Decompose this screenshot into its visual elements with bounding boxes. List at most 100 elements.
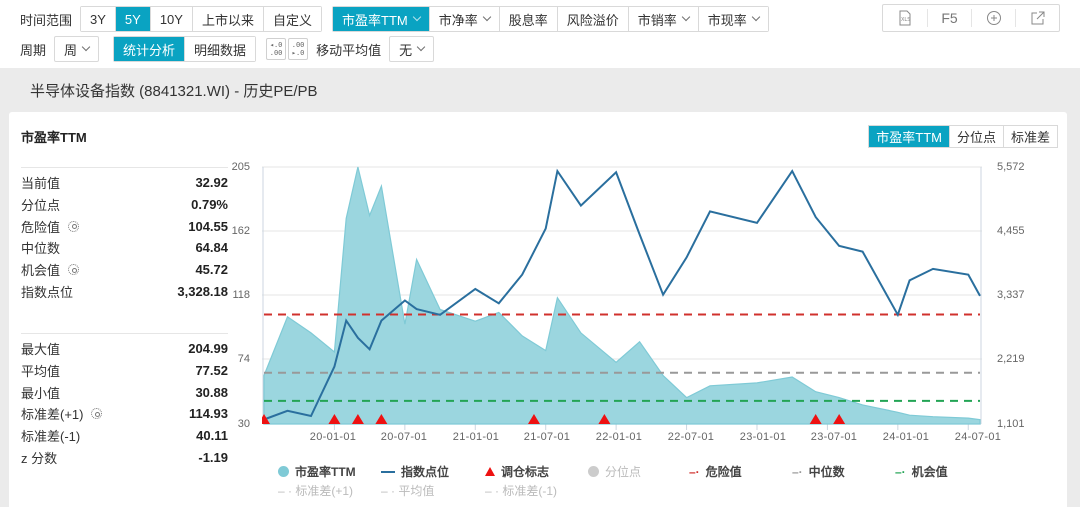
refresh-f5-button[interactable]: F5	[927, 9, 971, 27]
legend-pe-ttm[interactable]: 市盈率TTM	[278, 463, 356, 480]
gear-icon[interactable]	[91, 408, 103, 420]
current-stats: 当前值 32.92 分位点 0.79% 危险值 104.55 中位数 64.84 机会值…	[21, 167, 228, 302]
metric-risk-premium-button[interactable]: 风险溢价	[556, 7, 628, 31]
view-stats-button[interactable]: 统计分析	[114, 37, 185, 61]
legend-rebalance[interactable]: 调仓标志	[485, 463, 549, 480]
open-external-button[interactable]	[1015, 9, 1059, 27]
rebalance-marker-icon	[262, 414, 270, 424]
stat-label-wrap: 标准差(+1)	[21, 404, 103, 423]
stat-median: 中位数 64.84	[21, 237, 228, 259]
metric-pe-ttm-button[interactable]: 市盈率TTM	[333, 7, 429, 31]
toolbar-row-range: 时间范围 3Y 5Y 10Y 上市以来 自定义 市盈率TTM 市净率 股息率 风…	[0, 4, 769, 34]
legend-index-level[interactable]: 指数点位	[381, 463, 449, 480]
stat-label: z 分数	[21, 450, 58, 466]
legend-danger[interactable]: –· 危险值	[689, 463, 742, 480]
legend-mean[interactable]: – · 平均值	[381, 482, 434, 499]
range-10y-button[interactable]: 10Y	[149, 7, 192, 31]
export-xls-button[interactable]: XLS	[883, 9, 927, 27]
y-left-tick: 118	[232, 289, 250, 301]
metric-pb-button[interactable]: 市净率	[428, 7, 499, 31]
stat-label: 危险值	[21, 219, 61, 235]
period-label: 周期	[20, 42, 47, 58]
stat-label: 中位数	[21, 241, 61, 257]
dash-icon: –·	[895, 464, 906, 479]
increase-decimal-button[interactable]: ◂.0.00	[266, 38, 287, 60]
toolbar-tools: XLS F5	[882, 4, 1060, 32]
stat-std-minus: 标准差(-1) 40.11	[21, 425, 228, 447]
chevron-down-icon	[416, 42, 426, 52]
xls-file-icon: XLS	[899, 10, 911, 26]
stat-min: 最小值 30.88	[21, 381, 228, 403]
chevron-down-icon	[412, 12, 421, 22]
legend-label: 市盈率TTM	[295, 465, 356, 479]
stat-value: -1.19	[198, 449, 228, 465]
x-tick: 24-07-01	[954, 431, 1002, 443]
toolbar-row-period: 周期 周 统计分析 明细数据 ◂.0.00 .00 ▸.0 移动平均值 无	[0, 34, 435, 64]
stat-current-value: 当前值 32.92	[21, 172, 228, 194]
range-3y-button[interactable]: 3Y	[81, 7, 115, 31]
pe-chart[interactable]	[262, 160, 984, 432]
legend-label: 分位点	[605, 465, 642, 479]
tab-percentile[interactable]: 分位点	[948, 126, 1003, 147]
stat-value: 3,328.18	[177, 283, 228, 299]
legend-label: 机会值	[911, 465, 948, 479]
legend-std-plus[interactable]: – · 标准差(+1)	[278, 482, 353, 499]
period-select[interactable]: 周	[54, 36, 100, 62]
x-tick: 23-07-01	[810, 431, 858, 443]
stat-label: 最大值	[21, 342, 61, 358]
metric-pcf-button[interactable]: 市现率	[697, 7, 768, 31]
chevron-down-icon	[681, 12, 691, 22]
legend-opportunity[interactable]: –· 机会值	[895, 463, 948, 480]
metric-ps-button[interactable]: 市销率	[627, 7, 698, 31]
legend-std-minus[interactable]: – · 标准差(-1)	[485, 482, 557, 499]
stat-value: 40.11	[196, 428, 228, 444]
dash-icon: –·	[792, 464, 803, 479]
stat-value: 77.52	[195, 363, 228, 379]
dash-icon: – ·	[381, 484, 399, 498]
stat-max: 最大值 204.99	[21, 338, 228, 360]
stat-label-wrap: 机会值	[21, 260, 80, 279]
gear-icon[interactable]	[68, 220, 80, 232]
gear-icon[interactable]	[68, 264, 80, 276]
tab-std-dev[interactable]: 标准差	[1002, 126, 1057, 147]
view-detail-button[interactable]: 明细数据	[184, 37, 256, 61]
metric-dividend-yield-button[interactable]: 股息率	[498, 7, 557, 31]
range-5y-button[interactable]: 5Y	[114, 7, 150, 31]
moving-average-label: 移动平均值	[316, 42, 382, 58]
y-right-tick: 1,101	[997, 418, 1025, 430]
legend-median[interactable]: –· 中位数	[792, 463, 845, 480]
range-since-listing-button[interactable]: 上市以来	[191, 7, 263, 31]
time-range-group: 3Y 5Y 10Y 上市以来 自定义	[80, 6, 322, 32]
metric-pe-ttm-label: 市盈率TTM	[342, 12, 408, 28]
stat-label-wrap: 危险值	[21, 217, 80, 236]
add-button[interactable]	[971, 9, 1015, 27]
legend-label: 平均值	[398, 484, 435, 498]
stat-z-score: z 分数 -1.19	[21, 446, 228, 468]
metric-ps-label: 市销率	[637, 12, 677, 28]
stat-index-level: 指数点位 3,328.18	[21, 280, 228, 302]
stat-label: 机会值	[21, 263, 61, 279]
moving-average-select[interactable]: 无	[389, 36, 435, 62]
range-custom-button[interactable]: 自定义	[262, 7, 321, 31]
circle-icon	[588, 466, 599, 477]
stat-value: 30.88	[195, 384, 228, 400]
y-left-tick: 30	[237, 418, 250, 430]
y-right-tick: 4,455	[997, 225, 1025, 237]
circle-icon	[278, 466, 289, 477]
stat-std-plus: 标准差(+1) 114.93	[21, 403, 228, 425]
stat-label: 标准差(-1)	[21, 429, 81, 445]
stat-value: 45.72	[195, 262, 228, 278]
decrease-decimal-button[interactable]: .00 ▸.0	[288, 38, 309, 60]
summary-stats: 最大值 204.99 平均值 77.52 最小值 30.88 标准差(+1) 114.9…	[21, 333, 228, 468]
legend-label: 标准差(-1)	[502, 484, 558, 498]
x-tick: 24-01-01	[882, 431, 930, 443]
stat-label: 最小值	[21, 385, 61, 401]
tab-pe-ttm[interactable]: 市盈率TTM	[869, 126, 949, 147]
x-tick: 20-01-01	[309, 431, 357, 443]
index-level-line	[263, 168, 981, 421]
rebalance-marker-icon	[527, 414, 540, 424]
x-tick: 21-07-01	[523, 431, 571, 443]
legend-percentile[interactable]: 分位点	[588, 463, 641, 480]
triangle-icon	[485, 467, 495, 476]
card-title: 市盈率TTM	[21, 130, 87, 145]
